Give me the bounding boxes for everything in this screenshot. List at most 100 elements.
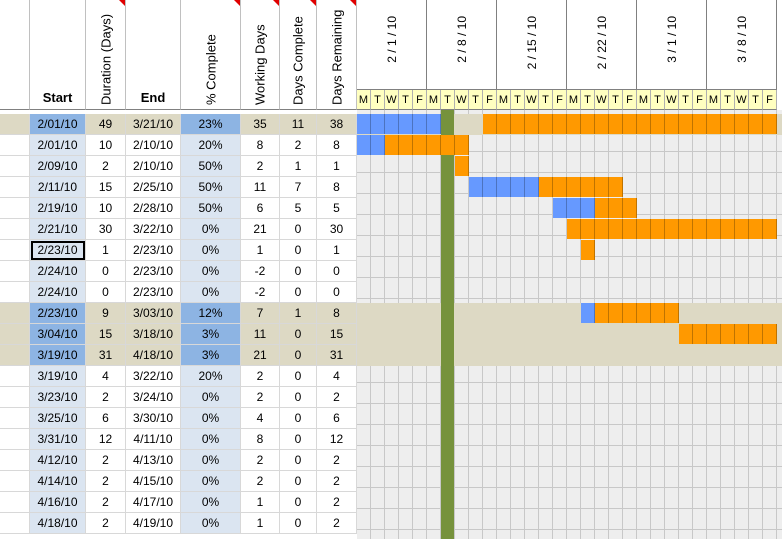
cell-pct-complete[interactable]: 0% xyxy=(181,471,241,492)
cell-pct-complete[interactable]: 0% xyxy=(181,282,241,303)
cell-working-days[interactable]: 35 xyxy=(241,114,280,135)
cell-working-days[interactable]: 21 xyxy=(241,219,280,240)
cell-days-remaining[interactable]: 30 xyxy=(317,219,357,240)
cell-pct-complete[interactable]: 3% xyxy=(181,324,241,345)
cell-start[interactable]: 2/01/10 xyxy=(30,114,86,135)
cell-end[interactable]: 3/18/10 xyxy=(126,324,181,345)
cell-pct-complete[interactable]: 0% xyxy=(181,450,241,471)
cell-start[interactable]: 4/16/10 xyxy=(30,492,86,513)
cell-task[interactable] xyxy=(0,429,30,450)
cell-duration[interactable]: 9 xyxy=(86,303,126,324)
header-end[interactable]: End xyxy=(126,0,181,110)
cell-end[interactable]: 2/23/10 xyxy=(126,261,181,282)
cell-days-remaining[interactable]: 4 xyxy=(317,366,357,387)
cell-duration[interactable]: 2 xyxy=(86,156,126,177)
cell-duration[interactable]: 0 xyxy=(86,282,126,303)
cell-days-complete[interactable]: 0 xyxy=(280,492,317,513)
cell-pct-complete[interactable]: 0% xyxy=(181,492,241,513)
cell-days-complete[interactable]: 0 xyxy=(280,408,317,429)
cell-working-days[interactable]: 2 xyxy=(241,387,280,408)
cell-duration[interactable]: 2 xyxy=(86,387,126,408)
cell-start[interactable]: 2/21/10 xyxy=(30,219,86,240)
cell-days-remaining[interactable]: 2 xyxy=(317,471,357,492)
cell-task[interactable] xyxy=(0,177,30,198)
cell-days-complete[interactable]: 5 xyxy=(280,198,317,219)
cell-working-days[interactable]: -2 xyxy=(241,261,280,282)
cell-task[interactable] xyxy=(0,282,30,303)
cell-start[interactable]: 3/23/10 xyxy=(30,387,86,408)
cell-days-complete[interactable]: 0 xyxy=(280,387,317,408)
cell-days-complete[interactable]: 1 xyxy=(280,156,317,177)
cell-days-remaining[interactable]: 31 xyxy=(317,345,357,366)
cell-end[interactable]: 2/25/10 xyxy=(126,177,181,198)
cell-duration[interactable]: 0 xyxy=(86,261,126,282)
cell-days-complete[interactable]: 0 xyxy=(280,282,317,303)
cell-end[interactable]: 3/24/10 xyxy=(126,387,181,408)
cell-task[interactable] xyxy=(0,471,30,492)
cell-pct-complete[interactable]: 50% xyxy=(181,177,241,198)
cell-start[interactable]: 2/23/10 xyxy=(30,303,86,324)
cell-days-remaining[interactable]: 2 xyxy=(317,387,357,408)
cell-working-days[interactable]: 2 xyxy=(241,471,280,492)
cell-pct-complete[interactable]: 3% xyxy=(181,345,241,366)
cell-days-remaining[interactable]: 8 xyxy=(317,135,357,156)
cell-working-days[interactable]: 2 xyxy=(241,450,280,471)
cell-start[interactable]: 2/24/10 xyxy=(30,282,86,303)
cell-duration[interactable]: 15 xyxy=(86,177,126,198)
cell-days-complete[interactable]: 1 xyxy=(280,303,317,324)
cell-start[interactable]: 2/24/10 xyxy=(30,261,86,282)
cell-days-remaining[interactable]: 1 xyxy=(317,156,357,177)
cell-duration[interactable]: 6 xyxy=(86,408,126,429)
cell-end[interactable]: 4/15/10 xyxy=(126,471,181,492)
cell-days-complete[interactable]: 0 xyxy=(280,471,317,492)
cell-end[interactable]: 3/22/10 xyxy=(126,366,181,387)
cell-days-remaining[interactable]: 5 xyxy=(317,198,357,219)
cell-end[interactable]: 4/11/10 xyxy=(126,429,181,450)
cell-pct-complete[interactable]: 0% xyxy=(181,261,241,282)
cell-end[interactable]: 2/23/10 xyxy=(126,282,181,303)
cell-working-days[interactable]: -2 xyxy=(241,282,280,303)
cell-duration[interactable]: 15 xyxy=(86,324,126,345)
cell-pct-complete[interactable]: 0% xyxy=(181,408,241,429)
cell-days-complete[interactable]: 0 xyxy=(280,513,317,534)
cell-days-remaining[interactable]: 2 xyxy=(317,450,357,471)
cell-task[interactable] xyxy=(0,198,30,219)
header-pct-complete[interactable]: % Complete xyxy=(181,0,241,110)
cell-days-remaining[interactable]: 8 xyxy=(317,177,357,198)
cell-working-days[interactable]: 8 xyxy=(241,135,280,156)
cell-days-complete[interactable]: 0 xyxy=(280,240,317,261)
cell-end[interactable]: 2/10/10 xyxy=(126,156,181,177)
cell-duration[interactable]: 31 xyxy=(86,345,126,366)
cell-start[interactable]: 2/19/10 xyxy=(30,198,86,219)
cell-end[interactable]: 2/10/10 xyxy=(126,135,181,156)
cell-working-days[interactable]: 4 xyxy=(241,408,280,429)
cell-days-remaining[interactable]: 15 xyxy=(317,324,357,345)
cell-working-days[interactable]: 2 xyxy=(241,156,280,177)
cell-task[interactable] xyxy=(0,408,30,429)
header-duration[interactable]: Duration (Days) xyxy=(86,0,126,110)
cell-days-complete[interactable]: 0 xyxy=(280,429,317,450)
cell-start[interactable]: 3/25/10 xyxy=(30,408,86,429)
cell-task[interactable] xyxy=(0,240,30,261)
cell-pct-complete[interactable]: 23% xyxy=(181,114,241,135)
cell-pct-complete[interactable]: 20% xyxy=(181,135,241,156)
cell-duration[interactable]: 1 xyxy=(86,240,126,261)
cell-working-days[interactable]: 7 xyxy=(241,303,280,324)
cell-days-remaining[interactable]: 12 xyxy=(317,429,357,450)
cell-days-remaining[interactable]: 0 xyxy=(317,261,357,282)
cell-pct-complete[interactable]: 0% xyxy=(181,240,241,261)
cell-task[interactable] xyxy=(0,366,30,387)
cell-days-remaining[interactable]: 2 xyxy=(317,513,357,534)
header-start[interactable]: Start xyxy=(30,0,86,110)
cell-start[interactable]: 3/04/10 xyxy=(30,324,86,345)
cell-duration[interactable]: 49 xyxy=(86,114,126,135)
cell-end[interactable]: 4/13/10 xyxy=(126,450,181,471)
cell-duration[interactable]: 4 xyxy=(86,366,126,387)
cell-start[interactable]: 3/19/10 xyxy=(30,345,86,366)
cell-duration[interactable]: 10 xyxy=(86,135,126,156)
cell-days-remaining[interactable]: 8 xyxy=(317,303,357,324)
cell-start[interactable]: 4/18/10 xyxy=(30,513,86,534)
cell-duration[interactable]: 2 xyxy=(86,471,126,492)
cell-working-days[interactable]: 11 xyxy=(241,324,280,345)
cell-end[interactable]: 3/22/10 xyxy=(126,219,181,240)
